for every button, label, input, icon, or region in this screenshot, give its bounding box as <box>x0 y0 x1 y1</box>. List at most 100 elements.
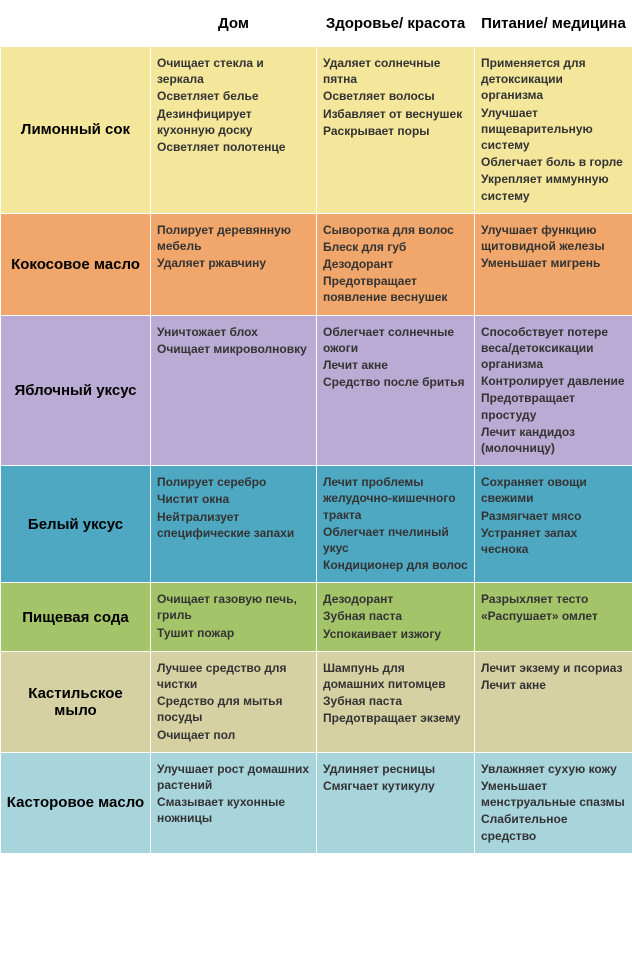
table-row: Касторовое маслоУлучшает рост домашних р… <box>1 752 632 853</box>
row-label: Белый уксус <box>1 466 151 583</box>
cell-line: Удлиняет ресницы <box>323 761 468 777</box>
cell-line: Очищает стекла и зеркала <box>157 55 310 87</box>
cell-line: Блеск для губ <box>323 239 468 255</box>
cell-line: Облегчает боль в горле <box>481 154 626 170</box>
row-label: Пищевая сода <box>1 583 151 652</box>
cell: Улучшает функцию щитовидной железыУменьш… <box>475 213 632 315</box>
cell-line: Зубная паста <box>323 693 468 709</box>
cell: Уничтожает блохОчищает микроволновку <box>151 315 317 466</box>
table-row: Кастильское мылоЛучшее средство для чист… <box>1 651 632 752</box>
cell: Лечит проблемы желудочно-кишечного тракт… <box>317 466 475 583</box>
cell-line: Нейтрализует специфические запахи <box>157 509 310 541</box>
cell-line: Облегчает пчелиный укус <box>323 524 468 556</box>
cell-line: Очищает газовую печь, гриль <box>157 591 310 623</box>
cell-line: Дезинфицирует кухонную доску <box>157 106 310 138</box>
cell: Разрыхляет тесто«Распушает» омлет <box>475 583 632 652</box>
cell-line: Дезодорант <box>323 591 468 607</box>
cell-line: Облегчает солнечные ожоги <box>323 324 468 356</box>
cell: Лечит экзему и псориазЛечит акне <box>475 651 632 752</box>
cell-line: Смягчает кутикулу <box>323 778 468 794</box>
cell: Шампунь для домашних питомцевЗубная паст… <box>317 651 475 752</box>
cell-line: Лечит акне <box>481 677 626 693</box>
cell-line: Предотвращает появление веснушек <box>323 273 468 305</box>
row-label: Касторовое масло <box>1 752 151 853</box>
cell-line: Смазывает кухонные ножницы <box>157 794 310 826</box>
cell-line: Улучшает пищеварительную систему <box>481 105 626 154</box>
cell-line: Дезодорант <box>323 256 468 272</box>
uses-table: Дом Здоровье/ красота Питание/ медицина … <box>0 0 632 854</box>
header-col: Здоровье/ красота <box>317 1 475 47</box>
row-label: Яблочный уксус <box>1 315 151 466</box>
cell: Сыворотка для волосБлеск для губДезодора… <box>317 213 475 315</box>
table-row: Пищевая содаОчищает газовую печь, гриль Т… <box>1 583 632 652</box>
cell: Облегчает солнечные ожогиЛечит акнеСредс… <box>317 315 475 466</box>
header-col: Питание/ медицина <box>475 1 632 47</box>
cell-line: Успокаивает изжогу <box>323 626 468 642</box>
table-row: Белый уксус Полирует сереброЧистит окна Не… <box>1 466 632 583</box>
cell-line: Способствует потере веса/детоксикации ор… <box>481 324 626 373</box>
cell-line: Удаляет ржавчину <box>157 255 310 271</box>
cell-line: Уменьшает мигрень <box>481 255 626 271</box>
cell-line: Лечит проблемы желудочно-кишечного тракт… <box>323 474 468 523</box>
cell-line: Осветляет полотенце <box>157 139 310 155</box>
cell-line: Очищает микроволновку <box>157 341 310 357</box>
cell-line: Улучшает рост домашних растений <box>157 761 310 793</box>
cell-line: Удаляет солнечные пятна <box>323 55 468 87</box>
cell: Применяется для детоксикации организмаУл… <box>475 47 632 214</box>
cell-line: Улучшает функцию щитовидной железы <box>481 222 626 254</box>
cell: Очищает стекла и зеркалаОсветляет белье Д… <box>151 47 317 214</box>
cell-line: Слабительное средство <box>481 811 626 843</box>
cell-line: Лечит акне <box>323 357 468 373</box>
cell-line: Лечит кандидоз (молочницу) <box>481 424 626 456</box>
cell-line: Средство для мытья посуды <box>157 693 310 725</box>
cell-line: Сыворотка для волос <box>323 222 468 238</box>
cell-line: Увлажняет сухую кожу <box>481 761 626 777</box>
cell-line: Контролирует давление <box>481 373 626 389</box>
cell: Полирует деревянную мебельУдаляет ржавчи… <box>151 213 317 315</box>
cell: Полирует сереброЧистит окна Нейтрализует … <box>151 466 317 583</box>
cell-line: «Распушает» омлет <box>481 608 626 624</box>
cell-line: Раскрывает поры <box>323 123 468 139</box>
cell-line: Уменьшает менструальные спазмы <box>481 778 626 810</box>
cell-line: Предотвращает простуду <box>481 390 626 422</box>
cell: Сохраняет овощи свежими Размягчает мясоУс… <box>475 466 632 583</box>
cell-line: Укрепляет иммунную систему <box>481 171 626 203</box>
cell-line: Средство после бритья <box>323 374 468 390</box>
cell-line: Полирует серебро <box>157 474 310 490</box>
cell-line: Применяется для детоксикации организма <box>481 55 626 104</box>
header-corner <box>1 1 151 47</box>
cell: Очищает газовую печь, гриль Тушит пожар <box>151 583 317 652</box>
cell-line: Осветляет волосы <box>323 88 468 104</box>
cell-line: Лучшее средство для чистки <box>157 660 310 692</box>
table-row: Кокосовое маслоПолирует деревянную мебел… <box>1 213 632 315</box>
cell-line: Тушит пожар <box>157 625 310 641</box>
table-row: Лимонный сокОчищает стекла и зеркалаОсве… <box>1 47 632 214</box>
cell: Удаляет солнечные пятнаОсветляет волосы И… <box>317 47 475 214</box>
cell: Способствует потере веса/детоксикации ор… <box>475 315 632 466</box>
table-row: Яблочный уксусУничтожает блохОчищает мик… <box>1 315 632 466</box>
cell-line: Шампунь для домашних питомцев <box>323 660 468 692</box>
row-label: Кокосовое масло <box>1 213 151 315</box>
header-row: Дом Здоровье/ красота Питание/ медицина <box>1 1 632 47</box>
cell-line: Разрыхляет тесто <box>481 591 626 607</box>
cell: Лучшее средство для чисткиСредство для м… <box>151 651 317 752</box>
cell: Улучшает рост домашних растенийСмазывает… <box>151 752 317 853</box>
cell-line: Избавляет от веснушек <box>323 106 468 122</box>
cell-line: Лечит экзему и псориаз <box>481 660 626 676</box>
cell: ДезодорантЗубная пастаУспокаивает изжогу <box>317 583 475 652</box>
cell-line: Полирует деревянную мебель <box>157 222 310 254</box>
cell-line: Предотвращает экзему <box>323 710 468 726</box>
cell-line: Уничтожает блох <box>157 324 310 340</box>
cell-line: Устраняет запах чеснока <box>481 525 626 557</box>
cell: Удлиняет ресницыСмягчает кутикулу <box>317 752 475 853</box>
cell-line: Осветляет белье <box>157 88 310 104</box>
cell-line: Чистит окна <box>157 491 310 507</box>
row-label: Лимонный сок <box>1 47 151 214</box>
cell-line: Размягчает мясо <box>481 508 626 524</box>
cell-line: Кондиционер для волос <box>323 557 468 573</box>
header-col: Дом <box>151 1 317 47</box>
cell: Увлажняет сухую кожуУменьшает менструаль… <box>475 752 632 853</box>
cell-line: Сохраняет овощи свежими <box>481 474 626 506</box>
row-label: Кастильское мыло <box>1 651 151 752</box>
cell-line: Очищает пол <box>157 727 310 743</box>
